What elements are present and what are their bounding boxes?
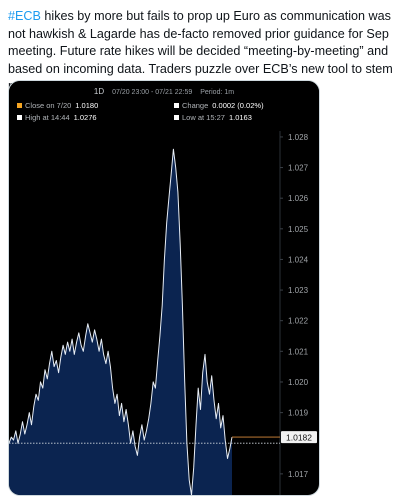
chart-stats: Close on 7/20 1.0180 Change 0.0002 (0.02%)… xyxy=(17,101,317,125)
y-tick-label: 1.027 xyxy=(288,164,309,173)
close-marker-icon xyxy=(17,102,22,108)
change-marker-icon xyxy=(174,102,179,108)
price-chart[interactable]: 1.0182 1.028 1.027 1.026 1.025 1.024 1.023 1.02… xyxy=(9,131,319,495)
chart-toolbar: 1D 07/20 23:00 - 07/21 22:59 Period: 1m xyxy=(9,87,319,96)
stat-change: Change 0.0002 (0.02%) xyxy=(174,101,264,110)
low-marker-icon xyxy=(174,114,179,120)
last-value-label: 1.0182 xyxy=(286,432,312,442)
date-range: 07/20 23:00 - 07/21 22:59 xyxy=(112,89,193,96)
stat-label: Change xyxy=(182,101,209,110)
timeframe-label: 1D xyxy=(93,87,105,96)
high-marker-icon xyxy=(17,114,22,120)
stat-label: Low at 15:27 xyxy=(182,113,225,122)
stat-low: Low at 15:27 1.0163 xyxy=(174,113,252,122)
last-value-badge xyxy=(281,431,317,444)
y-tick-label: 1.020 xyxy=(288,378,309,387)
area-fill xyxy=(9,149,232,495)
tweet-body: hikes by more but fails to prop up Euro … xyxy=(8,9,393,93)
stat-value: 1.0276 xyxy=(73,113,97,122)
chart-header: 1D 07/20 23:00 - 07/21 22:59 Period: 1m … xyxy=(9,81,319,131)
stat-label: High at 14:44 xyxy=(25,113,70,122)
period-label: Period: 1m xyxy=(200,89,235,96)
stat-label: Close on 7/20 xyxy=(25,101,72,110)
y-tick-label: 1.023 xyxy=(288,286,309,295)
stat-value: 1.0163 xyxy=(228,113,252,122)
y-tick-label: 1.028 xyxy=(288,133,309,142)
y-tick-label: 1.025 xyxy=(288,225,309,234)
y-tick-label: 1.026 xyxy=(288,194,309,203)
tweet-text: #ECB hikes by more but fails to prop up … xyxy=(8,8,406,96)
y-tick-label: 1.024 xyxy=(288,255,309,264)
tweet-media-chart[interactable]: 1D 07/20 23:00 - 07/21 22:59 Period: 1m … xyxy=(8,80,320,496)
y-tick-label: 1.017 xyxy=(288,470,309,479)
y-tick-label: 1.021 xyxy=(288,347,309,356)
hashtag-link[interactable]: #ECB xyxy=(8,9,41,23)
y-tick-label: 1.022 xyxy=(288,317,309,326)
stat-high: High at 14:44 1.0276 xyxy=(17,113,97,122)
stat-value: 1.0180 xyxy=(75,101,99,110)
stat-close: Close on 7/20 1.0180 xyxy=(17,101,98,110)
stat-value: 0.0002 (0.02%) xyxy=(212,101,264,110)
price-line xyxy=(9,148,233,495)
y-tick-label: 1.019 xyxy=(288,409,309,418)
